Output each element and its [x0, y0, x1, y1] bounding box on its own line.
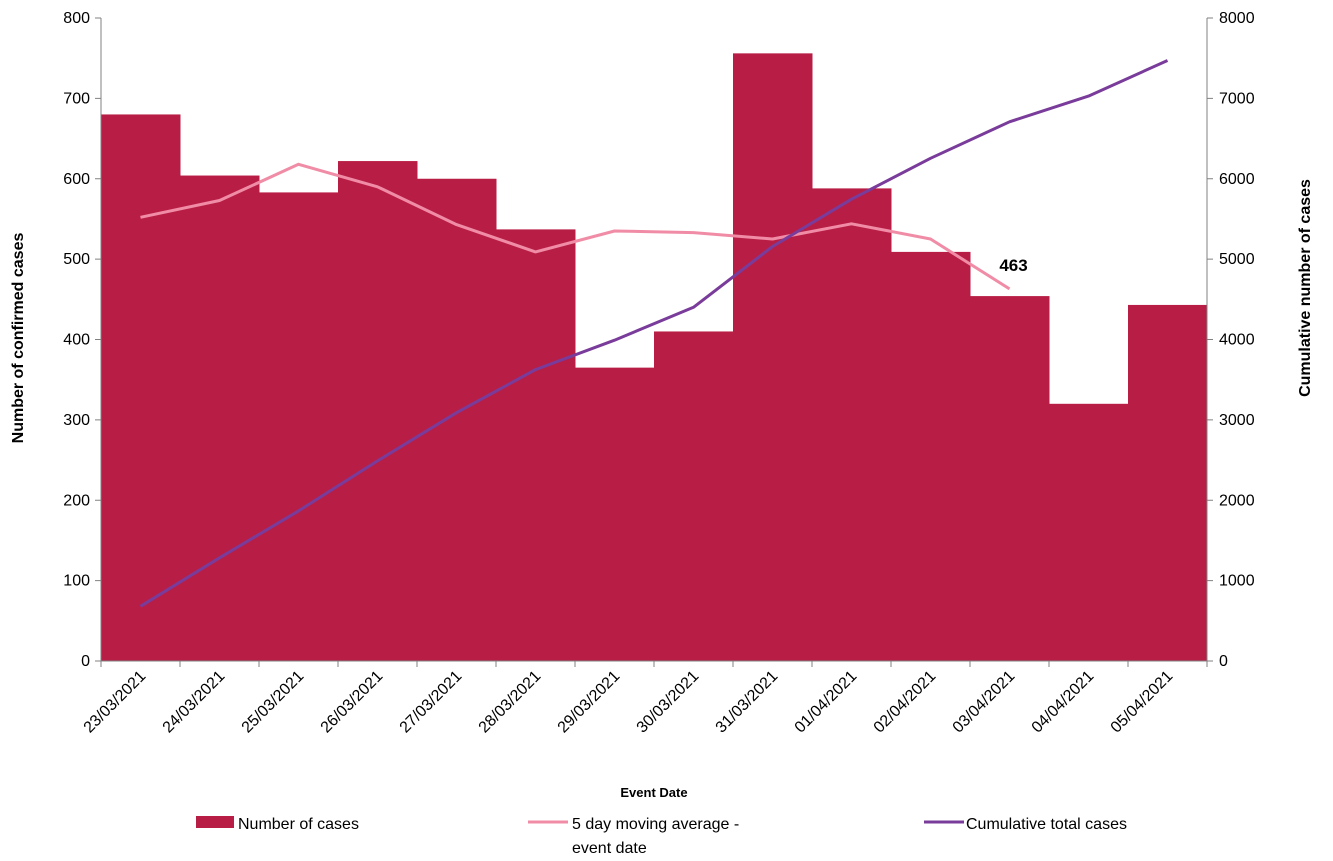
bar: [654, 331, 734, 661]
bar: [970, 296, 1050, 661]
y-axis-title: Number of confirmed cases: [10, 233, 27, 444]
bar: [259, 192, 339, 661]
y2-tick-label: 6000: [1219, 171, 1255, 188]
bar: [1128, 304, 1208, 661]
legend-label-moving-average-1: 5 day moving average -: [572, 816, 739, 833]
y2-tick-label: 8000: [1219, 10, 1255, 27]
x-tick-label: 03/04/2021: [950, 668, 1019, 737]
bar: [891, 251, 971, 662]
left-axis-ticks: 0 100 200 300 400 500 600 700 800: [63, 10, 101, 670]
x-tick-label: 05/04/2021: [1108, 668, 1177, 737]
x-tick-label: 30/03/2021: [634, 668, 703, 737]
line-series-path: [140, 162, 1011, 291]
x-axis-ticks: 23/03/2021 24/03/2021 25/03/2021 26/03/2021…: [81, 661, 1208, 737]
annotations: 463: [999, 256, 1027, 275]
bar: [1049, 403, 1129, 661]
x-tick-label: 26/03/2021: [318, 668, 387, 737]
bar: [733, 53, 813, 662]
y-tick-label: 400: [63, 332, 90, 349]
y-tick-label: 600: [63, 171, 90, 188]
y2-tick-label: 5000: [1219, 251, 1255, 268]
legend-label-moving-average-2: event date: [572, 840, 647, 857]
x-tick-label: 31/03/2021: [713, 668, 782, 737]
x-tick-label: 02/04/2021: [871, 668, 940, 737]
right-axis-ticks: 0 1000 2000 3000 4000 5000 6000 7000 8000: [1207, 10, 1255, 670]
line-series: [139, 59, 1169, 608]
bar: [101, 114, 181, 661]
x-tick-label: 28/03/2021: [476, 668, 545, 737]
legend-label-cases: Number of cases: [238, 816, 359, 833]
x-tick-label: 27/03/2021: [397, 668, 466, 737]
legend: Number of cases 5 day moving average - e…: [196, 816, 1127, 857]
y-tick-label: 100: [63, 573, 90, 590]
bar: [417, 178, 497, 661]
y-tick-label: 0: [81, 653, 90, 670]
x-axis-title: Event Date: [620, 785, 687, 800]
x-tick-label: 25/03/2021: [239, 668, 308, 737]
y-tick-label: 800: [63, 10, 90, 27]
bar: [496, 229, 576, 662]
bar: [338, 161, 418, 661]
y2-tick-label: 1000: [1219, 573, 1255, 590]
y-tick-label: 300: [63, 412, 90, 429]
y2-tick-label: 0: [1219, 653, 1228, 670]
y2-tick-label: 3000: [1219, 412, 1255, 429]
legend-swatch-cases: [196, 816, 234, 828]
bar: [575, 367, 655, 661]
y-tick-label: 700: [63, 90, 90, 107]
y-tick-label: 500: [63, 251, 90, 268]
bar-series: [101, 53, 1208, 662]
y2-tick-label: 4000: [1219, 332, 1255, 349]
x-tick-label: 29/03/2021: [555, 668, 624, 737]
y2-axis-title: Cumulative number of cases: [1297, 179, 1314, 397]
bar: [812, 188, 892, 661]
y-tick-label: 200: [63, 492, 90, 509]
bar: [180, 175, 260, 661]
data-label: 463: [999, 256, 1027, 275]
x-tick-label: 24/03/2021: [160, 668, 229, 737]
line-series-path: [139, 59, 1169, 608]
legend-label-cumulative: Cumulative total cases: [966, 816, 1127, 833]
x-tick-label: 23/03/2021: [81, 668, 150, 737]
x-tick-label: 01/04/2021: [792, 668, 861, 737]
y2-tick-label: 2000: [1219, 492, 1255, 509]
y2-tick-label: 7000: [1219, 90, 1255, 107]
x-tick-label: 04/04/2021: [1029, 668, 1098, 737]
